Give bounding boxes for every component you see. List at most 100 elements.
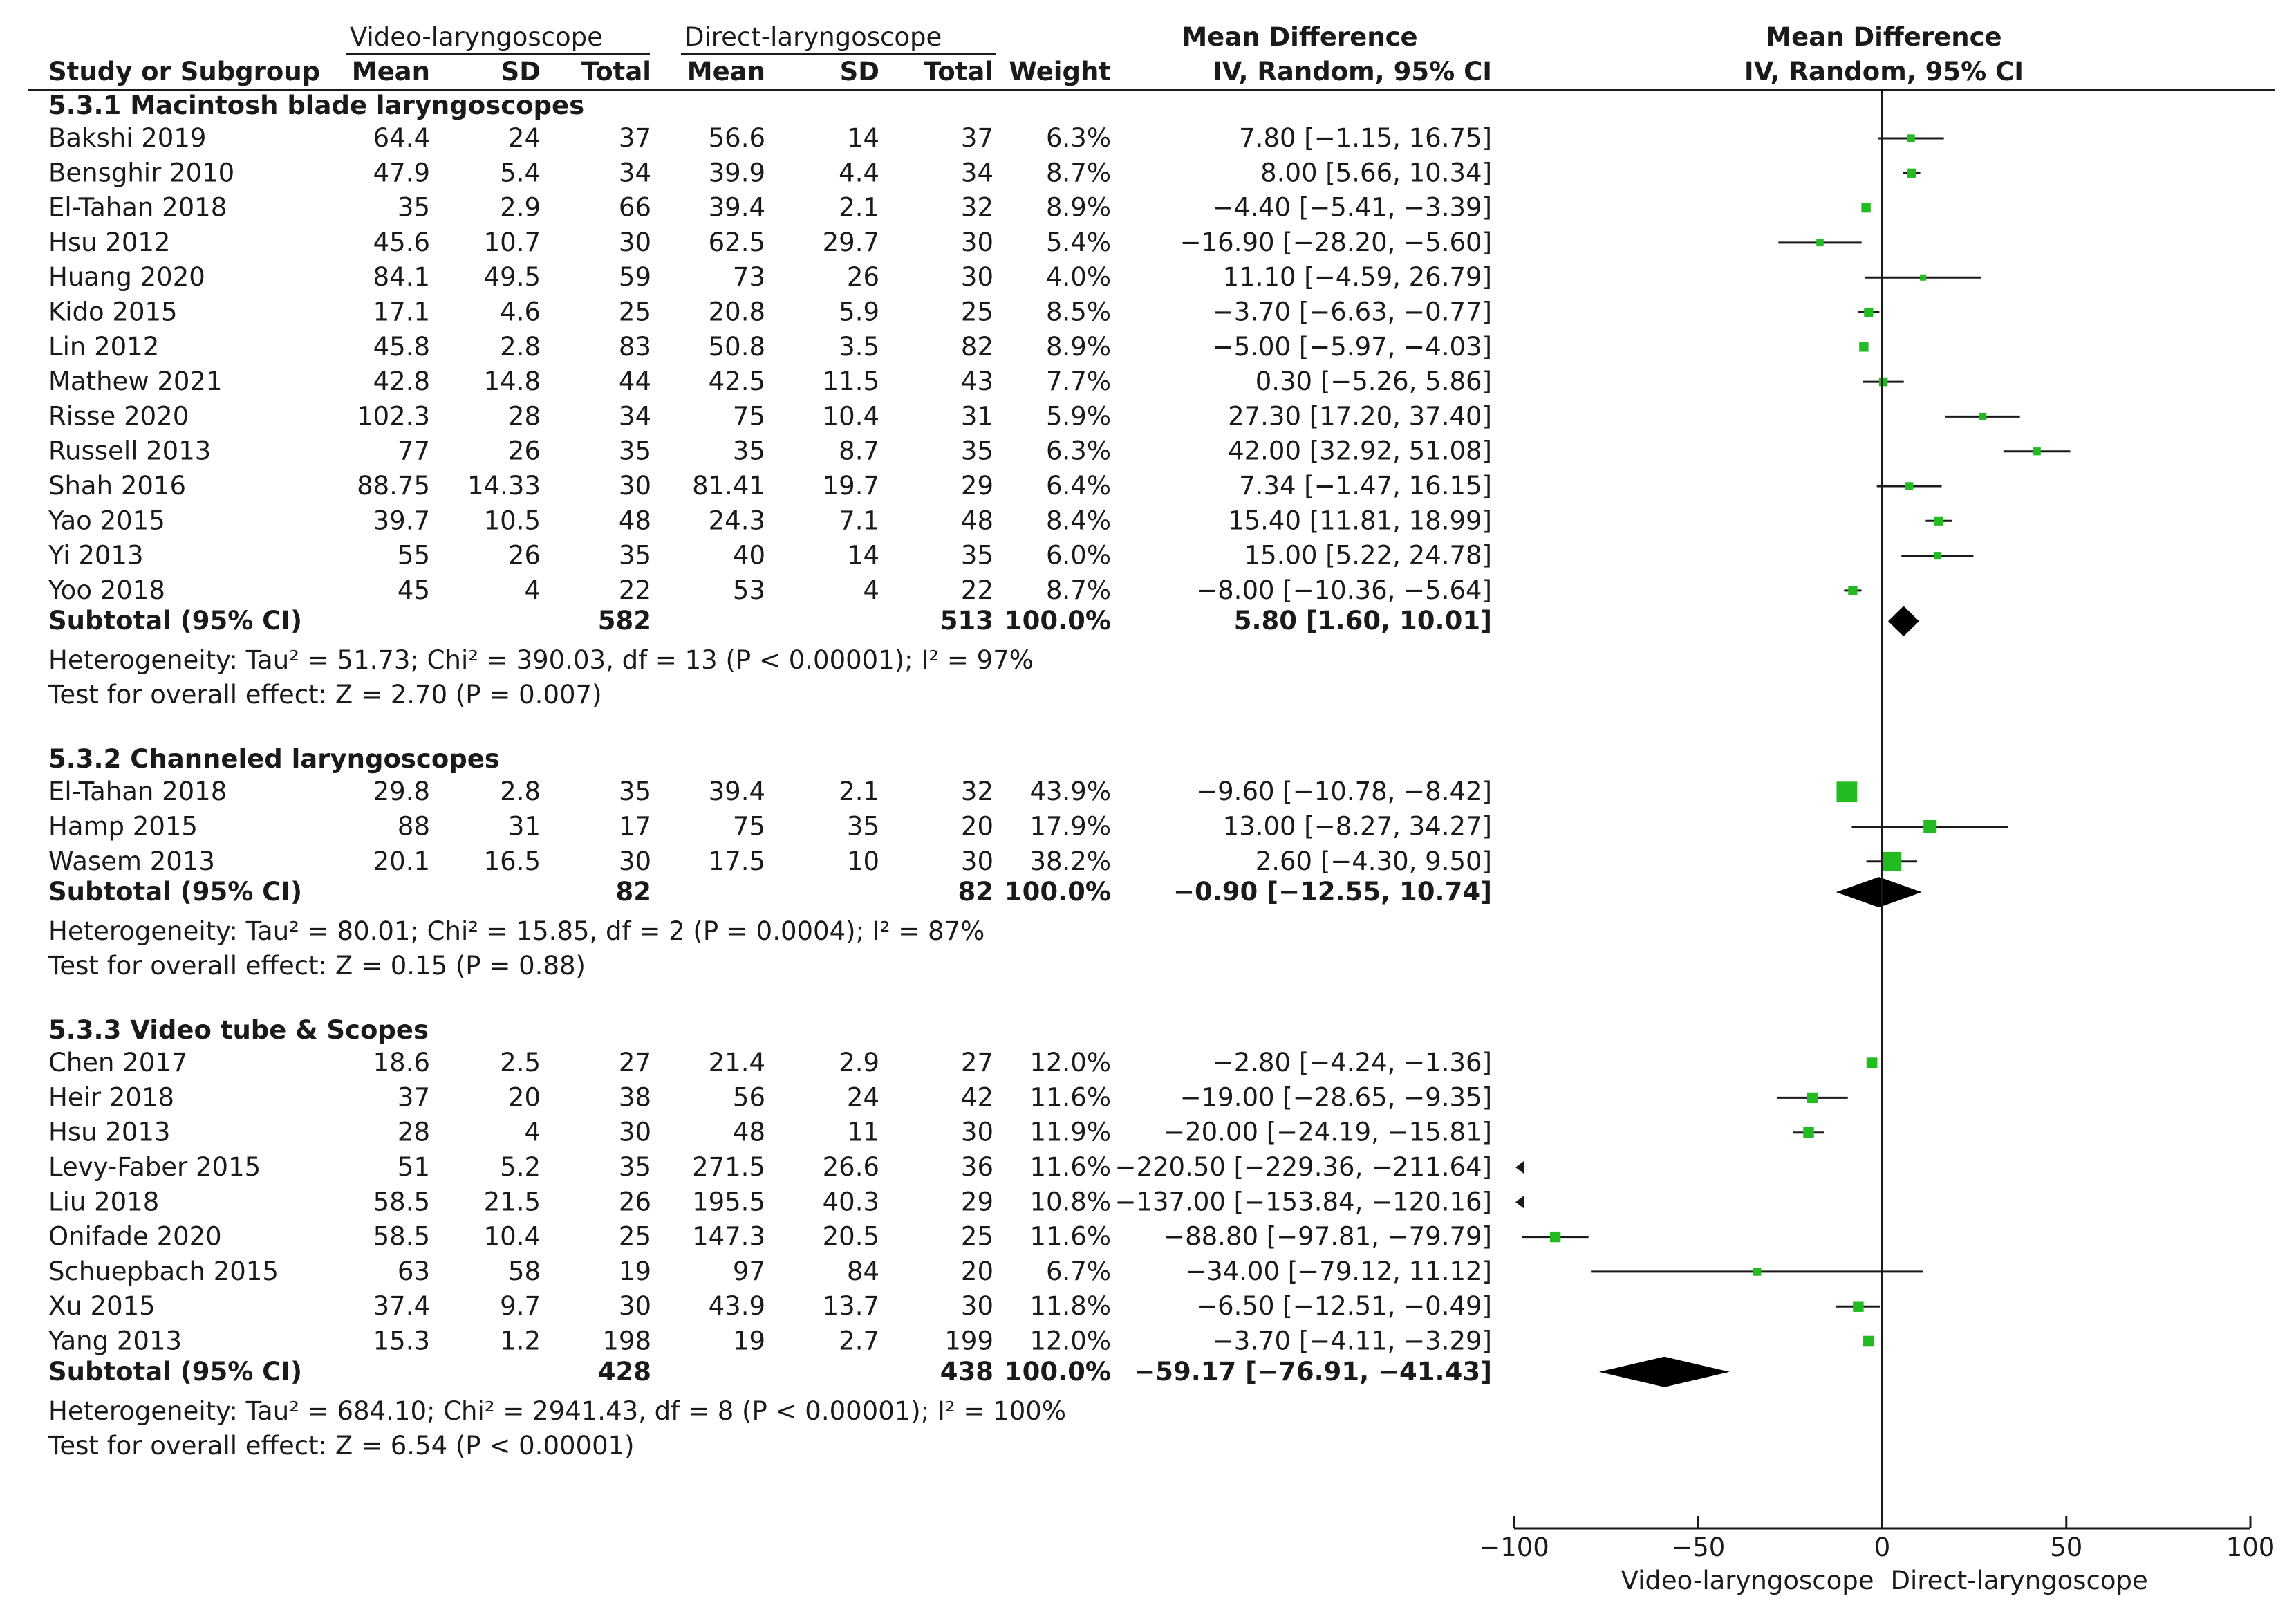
plot-area: −100 −50 0 50 100 Video-laryngoscope Direct-la… bbox=[1479, 90, 2275, 1595]
study-name: Hsu 2013 bbox=[48, 1118, 170, 1147]
study-d-total: 35 bbox=[961, 541, 993, 571]
study-ci: −4.40 [−5.41, −3.39] bbox=[1213, 193, 1492, 223]
study-v-total: 19 bbox=[619, 1257, 651, 1286]
study-d-mean: 42.5 bbox=[709, 367, 765, 396]
subtotal-label: Subtotal (95% CI) bbox=[48, 606, 302, 636]
study-v-total: 48 bbox=[619, 506, 651, 535]
study-v-sd: 49.5 bbox=[484, 262, 541, 292]
study-d-mean: 81.41 bbox=[692, 471, 765, 501]
study-v-sd: 4 bbox=[524, 575, 541, 605]
study-d-sd: 84 bbox=[847, 1257, 879, 1286]
study-v-total: 35 bbox=[619, 777, 651, 806]
header-group-direct: Direct-laryngoscope bbox=[684, 22, 942, 52]
study-v-total: 30 bbox=[619, 471, 651, 501]
study-d-mean: 97 bbox=[733, 1257, 765, 1286]
study-d-total: 27 bbox=[961, 1048, 993, 1077]
study-d-sd: 14 bbox=[847, 123, 879, 153]
study-v-sd: 2.8 bbox=[500, 332, 541, 362]
study-effect-marker bbox=[1905, 482, 1914, 490]
x-tick-label: 0 bbox=[1874, 1532, 1891, 1562]
study-v-sd: 5.2 bbox=[500, 1152, 541, 1182]
study-ci: −5.00 [−5.97, −4.03] bbox=[1213, 332, 1492, 362]
study-d-total: 199 bbox=[944, 1326, 993, 1356]
study-v-sd: 31 bbox=[508, 812, 541, 842]
study-v-mean: 51 bbox=[398, 1152, 430, 1182]
study-v-mean: 47.9 bbox=[373, 158, 430, 187]
study-name: Bakshi 2019 bbox=[48, 123, 206, 153]
study-effect-marker bbox=[1864, 307, 1874, 317]
study-d-sd: 19.7 bbox=[823, 471, 879, 501]
study-weight: 6.4% bbox=[1046, 471, 1111, 501]
study-name: Mathew 2021 bbox=[48, 367, 223, 396]
subtotal-d-total: 513 bbox=[940, 606, 993, 636]
study-v-sd: 5.4 bbox=[500, 158, 541, 187]
study-weight: 5.4% bbox=[1046, 228, 1111, 257]
header-plot-title: Mean Difference bbox=[1766, 22, 2001, 52]
study-v-mean: 45.6 bbox=[373, 228, 430, 257]
study-d-sd: 10 bbox=[847, 846, 879, 876]
study-d-total: 29 bbox=[961, 471, 993, 501]
subtotal-weight: 100.0% bbox=[1005, 877, 1111, 907]
study-ci: 7.34 [−1.47, 16.15] bbox=[1239, 471, 1492, 501]
subtotal-v-total: 82 bbox=[616, 877, 652, 907]
study-d-mean: 43.9 bbox=[709, 1291, 765, 1321]
study-name: Hamp 2015 bbox=[48, 812, 198, 842]
study-ci: 15.00 [5.22, 24.78] bbox=[1244, 541, 1492, 571]
study-v-total: 30 bbox=[619, 228, 651, 257]
study-d-mean: 147.3 bbox=[692, 1222, 765, 1252]
subtotal-ci: −0.90 [−12.55, 10.74] bbox=[1173, 877, 1492, 907]
study-v-mean: 45.8 bbox=[373, 332, 430, 362]
subtotal-v-total: 582 bbox=[598, 606, 651, 636]
study-effect-marker bbox=[1920, 274, 1927, 281]
study-d-sd: 2.1 bbox=[839, 777, 879, 806]
study-ci: −88.80 [−97.81, −79.79] bbox=[1164, 1222, 1492, 1252]
study-v-total: 35 bbox=[619, 436, 651, 466]
study-d-total: 30 bbox=[961, 262, 993, 292]
study-name: Schuepbach 2015 bbox=[48, 1257, 279, 1286]
subtotal-ci: −59.17 [−76.91, −41.43] bbox=[1134, 1357, 1492, 1387]
study-weight: 6.3% bbox=[1046, 436, 1111, 466]
study-d-sd: 4.4 bbox=[839, 158, 879, 187]
study-d-total: 36 bbox=[961, 1152, 993, 1182]
study-weight: 11.9% bbox=[1029, 1118, 1111, 1147]
study-name: Risse 2020 bbox=[48, 401, 189, 431]
study-ci: 27.30 [17.20, 37.40] bbox=[1228, 401, 1492, 431]
study-v-mean: 29.8 bbox=[373, 777, 430, 806]
study-d-sd: 26 bbox=[847, 262, 879, 292]
study-name: Yoo 2018 bbox=[48, 575, 165, 605]
study-v-mean: 35 bbox=[398, 193, 430, 223]
subtotal-weight: 100.0% bbox=[1005, 606, 1111, 636]
study-v-sd: 58 bbox=[508, 1257, 541, 1286]
study-v-sd: 14.8 bbox=[484, 367, 541, 396]
study-name: Onifade 2020 bbox=[48, 1222, 222, 1252]
study-v-mean: 84.1 bbox=[373, 262, 430, 292]
table-rows: 5.3.1 Macintosh blade laryngoscopes Baksh… bbox=[48, 91, 1492, 1461]
study-d-mean: 39.4 bbox=[709, 193, 765, 223]
study-d-total: 30 bbox=[961, 846, 993, 876]
study-d-mean: 21.4 bbox=[709, 1048, 765, 1077]
study-weight: 12.0% bbox=[1029, 1326, 1111, 1356]
header-md-title: Mean Difference bbox=[1182, 22, 1417, 52]
study-v-sd: 28 bbox=[508, 401, 541, 431]
study-v-mean: 15.3 bbox=[373, 1326, 430, 1356]
study-d-sd: 2.7 bbox=[839, 1326, 879, 1356]
off-scale-arrow bbox=[1515, 1196, 1524, 1209]
study-ci: −16.90 [−28.20, −5.60] bbox=[1180, 228, 1492, 257]
study-d-total: 48 bbox=[961, 506, 993, 535]
study-effect-marker bbox=[1923, 819, 1937, 834]
study-effect-marker bbox=[1861, 203, 1871, 213]
study-effect-marker bbox=[1853, 1301, 1864, 1312]
study-v-sd: 2.8 bbox=[500, 777, 541, 806]
study-d-sd: 13.7 bbox=[823, 1291, 879, 1321]
study-name: Russell 2013 bbox=[48, 436, 211, 466]
study-effect-marker bbox=[1882, 851, 1902, 871]
study-name: Chen 2017 bbox=[48, 1048, 187, 1077]
study-name: Heir 2018 bbox=[48, 1082, 174, 1112]
study-effect-marker bbox=[1807, 1092, 1818, 1104]
study-effect-marker bbox=[1933, 552, 1941, 560]
study-v-total: 30 bbox=[619, 1118, 651, 1147]
study-d-total: 31 bbox=[961, 401, 993, 431]
study-v-total: 26 bbox=[619, 1187, 651, 1216]
study-ci: 2.60 [−4.30, 9.50] bbox=[1256, 846, 1492, 876]
study-v-sd: 21.5 bbox=[484, 1187, 541, 1216]
